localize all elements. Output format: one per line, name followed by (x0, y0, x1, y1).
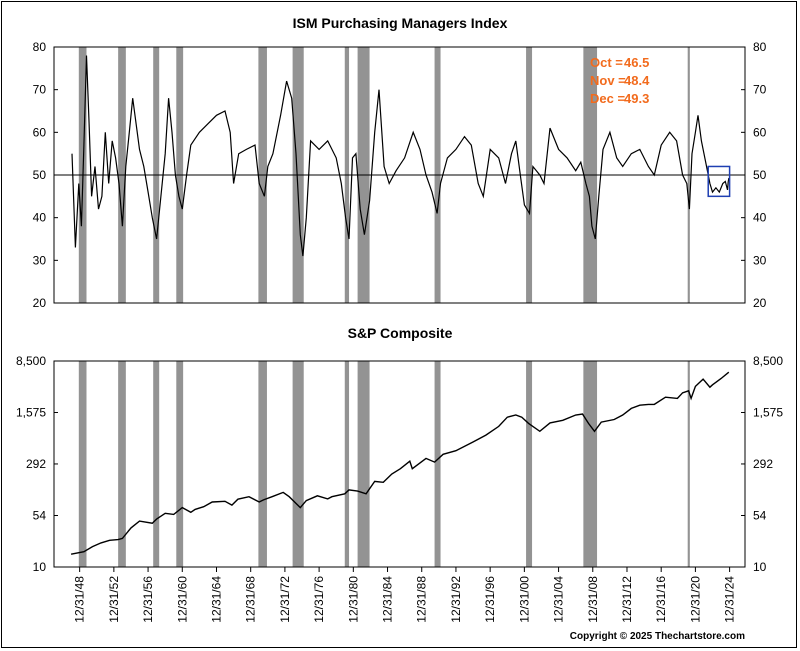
recession-band (526, 361, 533, 567)
recession-band (687, 361, 690, 567)
ism-right-tick-label: 30 (753, 253, 767, 267)
x-tick-label: 12/31/64 (209, 576, 223, 623)
recent-highlight-box (707, 165, 731, 198)
recession-band (118, 361, 126, 567)
annotation-nov-value: 48.4 (624, 73, 650, 88)
sp-right-tick-label: 10 (753, 560, 767, 574)
ism-left-tick-label: 80 (33, 40, 47, 54)
sp-series-line (70, 371, 730, 555)
annotation-oct: Oct =46.5 (590, 55, 649, 70)
ism-left-tick-label: 20 (33, 296, 47, 310)
recession-band (344, 361, 350, 567)
ism-annotations: Oct =46.5 Nov =48.4 Dec =49.3 (590, 55, 650, 106)
ism-left-axis-ticks: 20 30 40 50 60 70 80 (33, 40, 58, 310)
ism-right-tick-label: 80 (753, 40, 767, 54)
x-axis-ticks: 12/31/48 12/31/52 12/31/56 12/31/60 12/31/64… (73, 567, 737, 623)
x-tick-label: 12/31/20 (688, 576, 702, 623)
ism-left-tick-label: 60 (33, 125, 47, 139)
annotation-dec-label: Dec = (590, 91, 625, 106)
x-tick-label: 12/31/04 (552, 576, 566, 623)
recession-band (78, 361, 87, 567)
ism-left-tick-label: 50 (33, 168, 47, 182)
annotation-nov-label: Nov = (590, 73, 626, 88)
x-tick-label: 12/31/96 (483, 576, 497, 623)
recession-band (292, 361, 304, 567)
x-tick-label: 12/31/16 (654, 576, 668, 623)
recession-band (258, 361, 267, 567)
sp-recession-bands (78, 361, 690, 567)
annotation-dec: Dec =49.3 (590, 91, 649, 106)
recession-band (357, 361, 370, 567)
sp-right-tick-label: 8,500 (753, 354, 783, 368)
annotation-oct-value: 46.5 (624, 55, 649, 70)
sp-left-tick-label: 10 (33, 560, 47, 574)
ism-right-tick-label: 60 (753, 125, 767, 139)
sp-right-tick-label: 292 (753, 457, 773, 471)
sp-left-tick-label: 292 (26, 457, 46, 471)
ism-right-tick-label: 40 (753, 211, 767, 225)
x-tick-label: 12/31/52 (107, 576, 121, 623)
sp-right-tick-label: 54 (753, 508, 767, 522)
sp-left-tick-label: 1,575 (16, 405, 46, 419)
recession-band (176, 361, 184, 567)
x-tick-label: 12/31/12 (620, 576, 634, 623)
sp-panel: 10 54 292 1,575 8,500 10 54 292 1,575 8,500 S&P … (16, 325, 783, 623)
annotation-dec-value: 49.3 (624, 91, 649, 106)
x-tick-label: 12/31/72 (278, 576, 292, 623)
ism-left-tick-label: 30 (33, 253, 47, 267)
x-tick-label: 12/31/84 (381, 576, 395, 623)
x-tick-label: 12/31/00 (517, 576, 531, 623)
ism-left-tick-label: 70 (33, 83, 47, 97)
recession-band (153, 361, 160, 567)
copyright-text: Copyright © 2025 Thechartstore.com (570, 631, 745, 642)
sp-right-axis-ticks: 10 54 292 1,575 8,500 (741, 354, 783, 574)
sp-right-tick-label: 1,575 (753, 405, 783, 419)
ism-panel: 20 30 40 50 60 70 80 20 30 40 50 60 70 80 ISM Purcha… (33, 15, 767, 310)
annotation-nov: Nov =48.4 (590, 73, 650, 88)
sp-left-tick-label: 8,500 (16, 354, 46, 368)
x-tick-label: 12/31/60 (175, 576, 189, 623)
ism-right-tick-label: 20 (753, 296, 767, 310)
x-tick-label: 12/31/68 (244, 576, 258, 623)
recession-band (434, 361, 441, 567)
x-tick-label: 12/31/48 (73, 576, 87, 623)
sp-left-tick-label: 54 (33, 508, 47, 522)
ism-chart-title: ISM Purchasing Managers Index (293, 15, 508, 31)
recession-band (583, 361, 598, 567)
ism-left-tick-label: 40 (33, 211, 47, 225)
ism-series-line (71, 55, 730, 257)
annotation-oct-label: Oct = (590, 55, 623, 70)
ism-right-tick-label: 70 (753, 83, 767, 97)
x-tick-label: 12/31/80 (346, 576, 360, 623)
sp-left-axis-ticks: 10 54 292 1,575 8,500 (16, 354, 58, 574)
x-tick-label: 12/31/56 (141, 576, 155, 623)
ism-right-axis-ticks: 20 30 40 50 60 70 80 (741, 40, 767, 310)
x-tick-label: 12/31/76 (312, 576, 326, 623)
x-tick-label: 12/31/08 (586, 576, 600, 623)
x-tick-label: 12/31/92 (449, 576, 463, 623)
ism-right-tick-label: 50 (753, 168, 767, 182)
x-tick-label: 12/31/88 (415, 576, 429, 623)
sp-chart-title: S&P Composite (348, 325, 453, 341)
x-tick-label: 12/31/24 (723, 576, 737, 623)
